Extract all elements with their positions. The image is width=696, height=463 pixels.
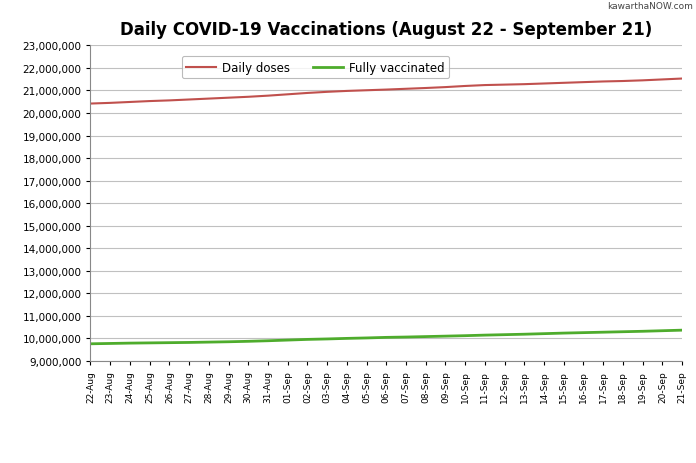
Fully vaccinated — [560, 331, 568, 336]
Fully vaccinated — [481, 332, 489, 338]
Fully vaccinated — [165, 340, 173, 346]
Daily doses — [303, 91, 312, 96]
Daily doses — [678, 76, 686, 82]
Fully vaccinated — [619, 329, 627, 335]
Fully vaccinated — [599, 330, 608, 335]
Fully vaccinated — [205, 339, 213, 345]
Daily doses — [205, 97, 213, 102]
Fully vaccinated — [520, 332, 528, 337]
Daily doses — [323, 90, 331, 95]
Daily doses — [658, 77, 667, 83]
Daily doses — [165, 99, 173, 104]
Fully vaccinated — [658, 328, 667, 334]
Daily doses — [382, 88, 390, 93]
Fully vaccinated — [579, 330, 587, 336]
Daily doses — [638, 78, 647, 84]
Text: kawarthaNOW.com: kawarthaNOW.com — [607, 2, 693, 11]
Daily doses — [481, 83, 489, 88]
Fully vaccinated — [461, 333, 469, 339]
Daily doses — [106, 101, 114, 106]
Daily doses — [441, 85, 450, 91]
Daily doses — [422, 86, 430, 92]
Daily doses — [540, 81, 548, 87]
Fully vaccinated — [244, 339, 253, 344]
Daily doses — [244, 95, 253, 100]
Daily doses — [500, 83, 509, 88]
Daily doses — [185, 98, 193, 103]
Fully vaccinated — [145, 340, 154, 346]
Fully vaccinated — [86, 341, 95, 347]
Line: Daily doses: Daily doses — [90, 79, 682, 104]
Title: Daily COVID-19 Vaccinations (August 22 - September 21): Daily COVID-19 Vaccinations (August 22 -… — [120, 21, 652, 39]
Daily doses — [579, 80, 587, 86]
Daily doses — [126, 100, 134, 106]
Daily doses — [560, 81, 568, 87]
Daily doses — [461, 84, 469, 89]
Fully vaccinated — [678, 328, 686, 333]
Fully vaccinated — [638, 329, 647, 334]
Daily doses — [224, 96, 232, 101]
Fully vaccinated — [382, 335, 390, 340]
Daily doses — [264, 94, 272, 99]
Fully vaccinated — [441, 334, 450, 339]
Line: Fully vaccinated: Fully vaccinated — [90, 331, 682, 344]
Fully vaccinated — [303, 337, 312, 343]
Fully vaccinated — [185, 340, 193, 345]
Daily doses — [363, 88, 371, 94]
Fully vaccinated — [323, 337, 331, 342]
Daily doses — [86, 101, 95, 107]
Daily doses — [342, 89, 351, 94]
Fully vaccinated — [402, 335, 410, 340]
Fully vaccinated — [363, 335, 371, 341]
Fully vaccinated — [500, 332, 509, 338]
Fully vaccinated — [540, 331, 548, 337]
Fully vaccinated — [126, 341, 134, 346]
Daily doses — [402, 87, 410, 93]
Legend: Daily doses, Fully vaccinated: Daily doses, Fully vaccinated — [182, 57, 449, 79]
Daily doses — [145, 99, 154, 105]
Daily doses — [619, 79, 627, 85]
Fully vaccinated — [106, 341, 114, 346]
Daily doses — [283, 92, 292, 98]
Fully vaccinated — [422, 334, 430, 340]
Fully vaccinated — [224, 339, 232, 345]
Daily doses — [599, 80, 608, 85]
Fully vaccinated — [264, 338, 272, 344]
Fully vaccinated — [283, 338, 292, 343]
Fully vaccinated — [342, 336, 351, 341]
Daily doses — [520, 82, 528, 88]
